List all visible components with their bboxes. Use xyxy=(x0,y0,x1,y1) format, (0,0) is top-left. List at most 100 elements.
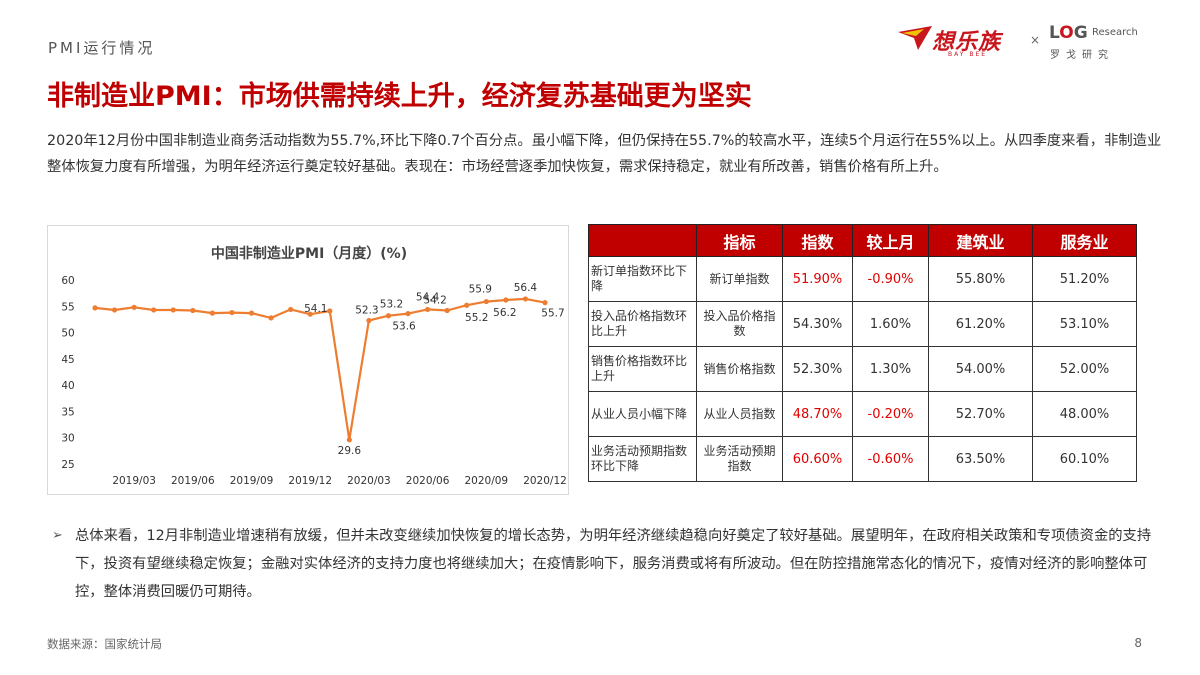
row-description: 新订单指数环比下降 xyxy=(588,256,697,302)
services-value: 51.20% xyxy=(1032,256,1137,302)
index-value: 52.30% xyxy=(782,346,853,392)
summary-paragraph: ➢ 总体来看，12月非制造业增速稍有放缓，但并未改变继续加快恢复的增长态势，为明… xyxy=(52,522,1152,606)
construction-value: 52.70% xyxy=(928,391,1033,437)
month-change: -0.90% xyxy=(852,256,929,302)
log-research-cn: 罗戈研究 xyxy=(1050,50,1114,61)
y-tick-label: 60 xyxy=(61,275,74,287)
services-value: 53.10% xyxy=(1032,301,1137,347)
wing-logo-icon xyxy=(898,26,932,50)
indicator-name: 业务活动预期指数 xyxy=(696,436,783,482)
x-tick-label: 2020/12 xyxy=(523,475,567,487)
data-label: 56.2 xyxy=(493,307,516,319)
x-tick-label: 2020/03 xyxy=(347,475,391,487)
construction-value: 61.20% xyxy=(928,301,1033,347)
data-point xyxy=(405,311,411,317)
construction-value: 54.00% xyxy=(928,346,1033,392)
log-letter-o: O xyxy=(1059,23,1074,43)
table-row: 从业人员小幅下降 从业人员指数 48.70% -0.20% 52.70% 48.… xyxy=(588,391,1137,437)
log-letter-g: G xyxy=(1073,23,1088,43)
data-point xyxy=(151,307,157,313)
page-title: 非制造业PMI：市场供需持续上升，经济复苏基础更为坚实 xyxy=(47,81,752,112)
y-tick-label: 35 xyxy=(61,406,74,418)
data-label: 53.2 xyxy=(380,299,403,311)
indicator-name: 从业人员指数 xyxy=(696,391,783,437)
section-label: PMI运行情况 xyxy=(48,39,156,57)
intro-paragraph: 2020年12月份中国非制造业商务活动指数为55.7%,环比下降0.7个百分点。… xyxy=(47,133,1162,175)
data-label: 55.7 xyxy=(541,308,564,320)
bullet-arrow-icon: ➢ xyxy=(52,528,63,543)
data-point xyxy=(522,296,529,302)
y-tick-label: 45 xyxy=(61,354,74,366)
table-header-cell xyxy=(588,224,697,257)
page-number: 8 xyxy=(1134,636,1142,650)
data-label: 54.2 xyxy=(423,294,446,306)
construction-value: 55.80% xyxy=(928,256,1033,302)
data-point xyxy=(268,315,274,321)
y-tick-label: 40 xyxy=(61,380,74,392)
chart-title: 中国非制造业PMI（月度）(%) xyxy=(211,245,407,262)
index-value: 54.30% xyxy=(782,301,853,347)
data-point xyxy=(464,302,470,308)
data-source: 数据来源：国家统计局 xyxy=(47,637,162,651)
month-change: 1.60% xyxy=(852,301,929,347)
data-point xyxy=(92,305,98,311)
data-label: 52.3 xyxy=(355,304,378,316)
data-point xyxy=(111,307,118,313)
table-header-cell: 建筑业 xyxy=(928,224,1033,257)
brand-logo-subtext: BAY BEE xyxy=(948,51,988,58)
pmi-chart-svg: 中国非制造业PMI（月度）(%) 60 55 50 45 40 35 30 25 2019/0… xyxy=(61,245,567,487)
data-point xyxy=(229,309,235,316)
x-tick-label: 2020/09 xyxy=(464,475,508,487)
data-point xyxy=(444,307,450,314)
data-point xyxy=(327,308,333,314)
y-tick-label: 50 xyxy=(61,328,74,340)
table-header-cell: 指标 xyxy=(696,224,783,257)
data-point xyxy=(503,297,509,303)
row-description: 销售价格指数环比上升 xyxy=(588,346,697,392)
data-point xyxy=(190,307,196,314)
table-header-row: 指标 指数 较上月 建筑业 服务业 xyxy=(588,224,1137,257)
pmi-line-chart: 中国非制造业PMI（月度）(%) 60 55 50 45 40 35 30 25 2019/0… xyxy=(47,225,569,495)
table-header-cell: 指数 xyxy=(782,224,853,257)
data-point xyxy=(346,437,352,443)
log-letter-l: L xyxy=(1049,23,1060,43)
construction-value: 63.50% xyxy=(928,436,1033,482)
row-description: 从业人员小幅下降 xyxy=(588,391,697,437)
data-point xyxy=(248,310,255,316)
pmi-series-line xyxy=(94,297,546,441)
month-change: 1.30% xyxy=(852,346,929,392)
services-value: 60.10% xyxy=(1032,436,1137,482)
data-label: 53.6 xyxy=(392,321,416,333)
y-tick-label: 30 xyxy=(61,433,74,445)
month-change: -0.60% xyxy=(852,436,929,482)
row-description: 业务活动预期指数环比下降 xyxy=(588,436,697,482)
services-value: 48.00% xyxy=(1032,391,1137,437)
table-row: 投入品价格指数环比上升 投入品价格指数 54.30% 1.60% 61.20% … xyxy=(588,301,1137,347)
indicator-name: 新订单指数 xyxy=(696,256,783,302)
y-tick-label: 55 xyxy=(61,301,74,313)
indicator-name: 销售价格指数 xyxy=(696,346,783,392)
data-label: 56.4 xyxy=(514,282,538,294)
data-point xyxy=(366,317,372,324)
index-value: 60.60% xyxy=(782,436,853,482)
data-point xyxy=(483,298,489,305)
data-label: 55.9 xyxy=(469,284,492,296)
x-tick-label: 2019/12 xyxy=(288,475,332,487)
pmi-indicator-table: 指标 指数 较上月 建筑业 服务业 新订单指数环比下降 新订单指数 51.90%… xyxy=(588,224,1137,482)
table-header-cell: 较上月 xyxy=(852,224,929,257)
brand-logo-text: 想乐族 xyxy=(932,30,1002,55)
log-research-logo: LOG xyxy=(1049,23,1088,43)
data-point xyxy=(131,304,137,310)
data-label: 29.6 xyxy=(338,445,362,457)
data-label: 54.4 xyxy=(416,291,440,303)
data-point xyxy=(425,306,431,313)
data-label: 54.1 xyxy=(304,303,327,315)
summary-text: 总体来看，12月非制造业增速稍有放缓，但并未改变继续加快恢复的增长态势，为明年经… xyxy=(75,528,1152,600)
brand-logos: 想乐族 BAY BEE × LOG Research 罗戈研究 xyxy=(898,18,1158,62)
x-tick-label: 2020/06 xyxy=(406,475,450,487)
data-label: 55.2 xyxy=(465,312,488,324)
table-row: 新订单指数环比下降 新订单指数 51.90% -0.90% 55.80% 51.… xyxy=(588,256,1137,302)
table-row: 销售价格指数环比上升 销售价格指数 52.30% 1.30% 54.00% 52… xyxy=(588,346,1137,392)
month-change: -0.20% xyxy=(852,391,929,437)
indicator-name: 投入品价格指数 xyxy=(696,301,783,347)
